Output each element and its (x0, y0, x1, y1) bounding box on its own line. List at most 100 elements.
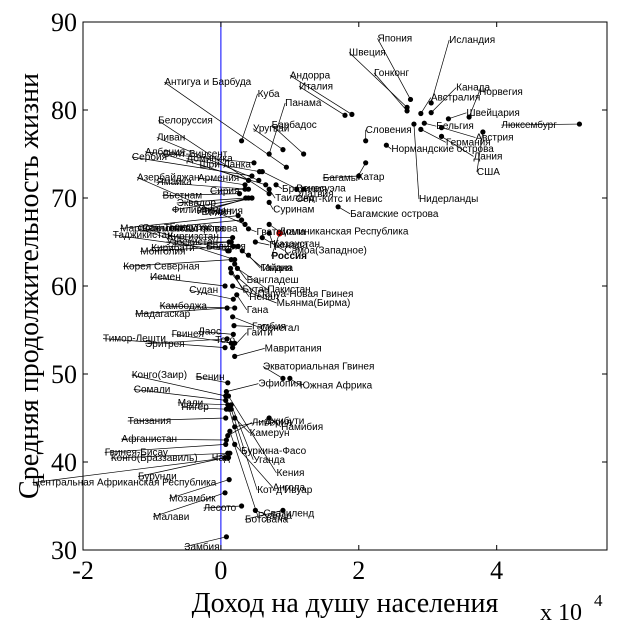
point-label: Либерия (252, 417, 292, 429)
data-point (445, 116, 452, 122)
data-point (232, 424, 238, 430)
leader-line (226, 383, 259, 392)
data-point (287, 375, 293, 381)
data-point (263, 182, 269, 188)
point-label: Панама (285, 98, 322, 109)
data-point (349, 111, 355, 117)
leader-line (127, 417, 226, 422)
point-label: Египет (201, 207, 233, 218)
point-label: Барбадос (272, 119, 317, 131)
data-point (259, 169, 265, 175)
data-point (238, 503, 245, 509)
point-label: Свазиленд (263, 508, 314, 519)
data-point (222, 283, 228, 289)
data-point (225, 450, 231, 456)
y-tick-label: 40 (51, 448, 77, 477)
point-label: Гана (247, 305, 269, 316)
x-tick-label: -2 (72, 556, 94, 585)
point-label: Австралия (431, 93, 480, 104)
leader-line (441, 127, 476, 138)
leader-line (234, 444, 273, 488)
leader-line (181, 406, 227, 410)
point-label: Кирибати (151, 242, 195, 254)
y-axis-ticks: 30 40 50 60 70 80 90 (51, 8, 607, 565)
point-label: Ботсвана (245, 514, 289, 525)
point-label: Лесото (204, 503, 237, 514)
leader-line (133, 389, 226, 401)
x-tick-label: 2 (352, 556, 365, 585)
leader-line (230, 404, 254, 460)
data-point (249, 173, 255, 179)
leader-line (248, 254, 261, 269)
point-label: Гондурас (170, 222, 213, 233)
leader-line (197, 177, 246, 186)
data-point (225, 248, 231, 254)
leader-line (228, 409, 242, 452)
data-point (280, 375, 286, 381)
point-label: Азербайджан (137, 171, 200, 183)
leader-line (268, 102, 286, 155)
point-label: Бурунди (138, 472, 177, 483)
leader-line (262, 171, 297, 189)
leader-line (195, 376, 228, 384)
point-label: Узбекистан (166, 236, 218, 248)
point-label: Эквадор (177, 198, 217, 209)
label-leader-lines (32, 38, 580, 548)
data-point (223, 441, 229, 447)
data-point (235, 243, 241, 249)
leader-line (271, 124, 304, 155)
data-point (342, 112, 348, 118)
data-point (238, 217, 245, 223)
point-label: Танзания (128, 416, 171, 427)
data-point (245, 195, 252, 201)
leader-line (441, 136, 474, 157)
data-point (227, 428, 233, 434)
leader-line (104, 444, 226, 453)
data-point (234, 292, 240, 298)
leader-line (476, 131, 484, 173)
data-point (232, 261, 238, 267)
point-label: Словения (366, 125, 412, 136)
data-point (266, 221, 272, 227)
leader-line (171, 333, 235, 344)
data-point (225, 380, 231, 386)
point-label: Руанда (258, 511, 292, 522)
leader-line (123, 259, 232, 267)
point-label: Тимор-Лешти (103, 334, 166, 345)
data-point (242, 186, 248, 192)
leader-line (468, 91, 480, 118)
point-label: Катар (358, 172, 385, 183)
data-point (228, 270, 234, 276)
leader-line (232, 316, 261, 329)
point-label: Багамы (323, 173, 358, 184)
data-point (226, 406, 232, 412)
point-label: Камерун (250, 428, 290, 439)
data-point (404, 108, 410, 114)
leader-line (413, 124, 420, 200)
leader-line (430, 87, 457, 113)
data-point (256, 177, 262, 183)
point-label: Нидерланды (419, 194, 478, 205)
leader-line (198, 331, 234, 335)
leader-line (159, 305, 235, 309)
point-label: Мозамбик (169, 493, 216, 505)
y-axis-title: Средняя продолжительность жизни (14, 73, 45, 499)
y-tick-label: 80 (51, 96, 77, 125)
leader-line (151, 241, 230, 249)
point-label: Казахстан (273, 239, 320, 250)
data-point (363, 160, 369, 166)
y-tick-label: 60 (51, 272, 77, 301)
leader-line (177, 402, 228, 406)
point-label: Лаос (198, 326, 221, 337)
data-point (251, 160, 257, 166)
leader-line (164, 81, 287, 168)
data-point (383, 142, 389, 148)
point-label: Мавритания (265, 343, 322, 354)
point-label: Ямайка (156, 177, 192, 188)
point-label: Латвия (301, 189, 334, 200)
data-point (234, 274, 241, 280)
point-label: Мадагаскар (135, 309, 191, 320)
point-label: Германия (446, 137, 491, 148)
data-point (225, 433, 231, 439)
data-point (225, 455, 232, 461)
